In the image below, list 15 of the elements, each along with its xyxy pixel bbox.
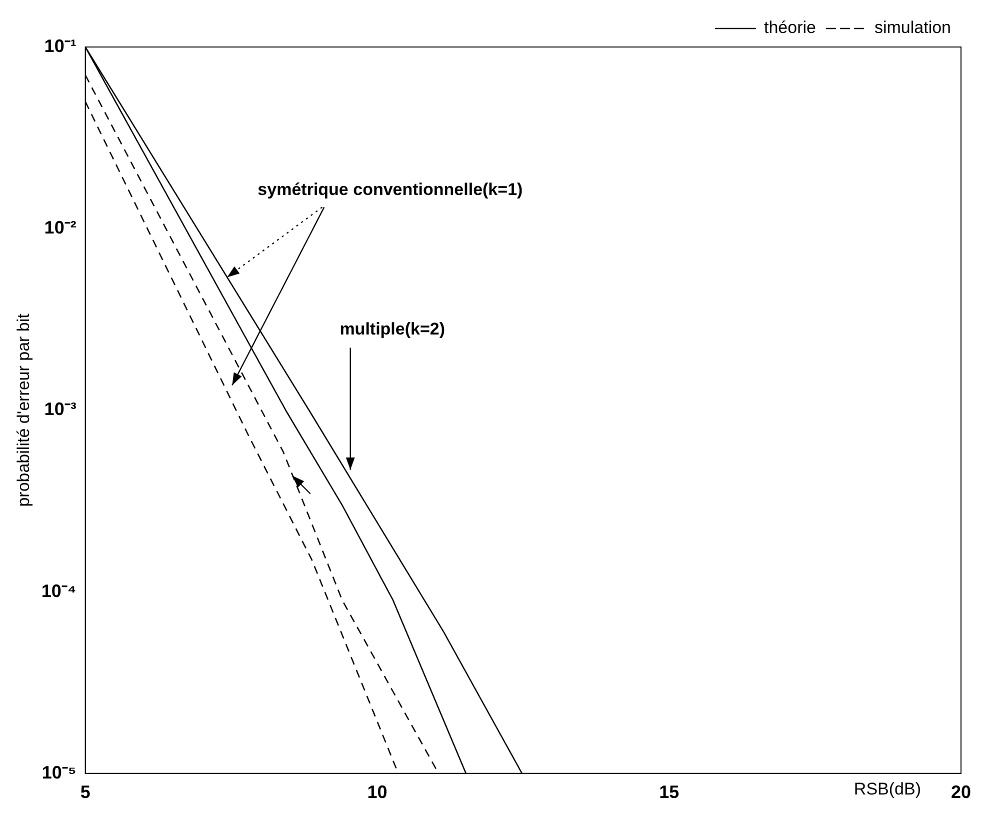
y-tick-label: 10⁻³ (44, 399, 76, 420)
x-tick-label: 20 (950, 782, 972, 802)
y-tick-label: 10⁻⁵ (42, 762, 76, 782)
y-tick-label: 10⁻⁴ (41, 580, 76, 601)
x-tick-label: 15 (659, 782, 680, 802)
annotation: symétrique conventionnelle(k=1) (258, 180, 523, 199)
x-axis-title: RSB(dB) (854, 780, 921, 799)
y-axis-title: probabilité d'erreur par bit (14, 313, 33, 507)
annotation: multiple(k=2) (340, 319, 446, 338)
y-tick-label: 10⁻² (44, 218, 76, 238)
legend-label: simulation (874, 18, 952, 38)
x-tick-label: 10 (367, 782, 388, 802)
x-tick-label: 5 (80, 782, 90, 802)
legend-label: théorie (764, 18, 816, 38)
y-tick-label: 10⁻¹ (44, 36, 76, 56)
